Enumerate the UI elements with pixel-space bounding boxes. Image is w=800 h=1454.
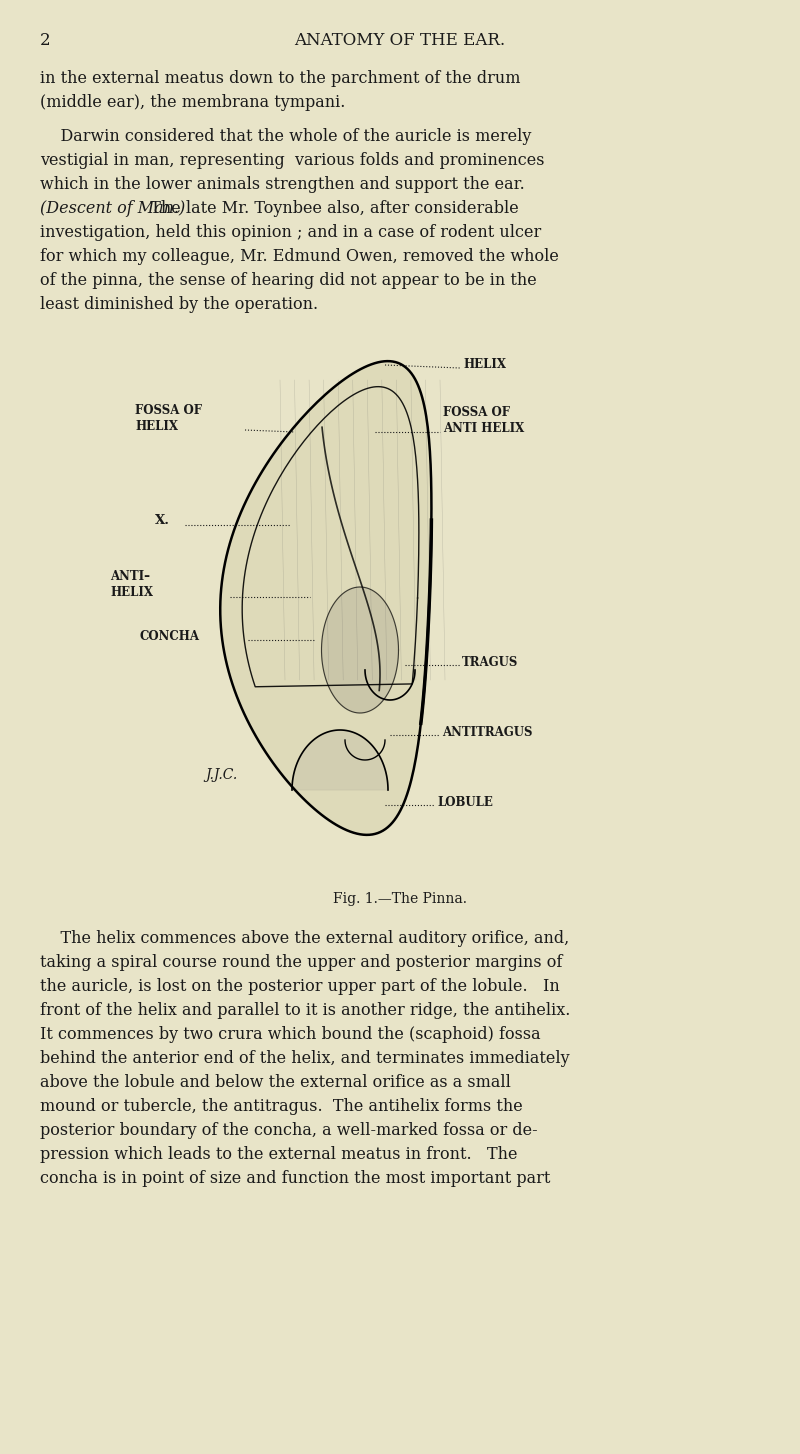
Text: ANATOMY OF THE EAR.: ANATOMY OF THE EAR. xyxy=(294,32,506,49)
Text: LOBULE: LOBULE xyxy=(437,797,493,810)
Text: above the lobule and below the external orifice as a small: above the lobule and below the external … xyxy=(40,1075,511,1090)
Text: (Descent of Man.): (Descent of Man.) xyxy=(40,201,186,217)
Text: of the pinna, the sense of hearing did not appear to be in the: of the pinna, the sense of hearing did n… xyxy=(40,272,537,289)
Text: for which my colleague, Mr. Edmund Owen, removed the whole: for which my colleague, Mr. Edmund Owen,… xyxy=(40,249,559,265)
Text: HELIX: HELIX xyxy=(463,359,506,372)
Text: pression which leads to the external meatus in front.   The: pression which leads to the external mea… xyxy=(40,1146,518,1163)
Text: least diminished by the operation.: least diminished by the operation. xyxy=(40,297,318,313)
Text: the auricle, is lost on the posterior upper part of the lobule.   In: the auricle, is lost on the posterior up… xyxy=(40,979,560,995)
Text: taking a spiral course round the upper and posterior margins of: taking a spiral course round the upper a… xyxy=(40,954,562,971)
Text: J.J.C.: J.J.C. xyxy=(205,768,238,782)
Text: Fig. 1.—The Pinna.: Fig. 1.—The Pinna. xyxy=(333,891,467,906)
Polygon shape xyxy=(292,730,388,790)
Text: Darwin considered that the whole of the auricle is merely: Darwin considered that the whole of the … xyxy=(40,128,531,145)
Text: front of the helix and parallel to it is another ridge, the antihelix.: front of the helix and parallel to it is… xyxy=(40,1002,570,1019)
Text: CONCHA: CONCHA xyxy=(140,631,200,644)
Text: which in the lower animals strengthen and support the ear.: which in the lower animals strengthen an… xyxy=(40,176,525,193)
Text: 2: 2 xyxy=(40,32,50,49)
Text: (middle ear), the membrana tympani.: (middle ear), the membrana tympani. xyxy=(40,95,346,111)
Text: concha is in point of size and function the most important part: concha is in point of size and function … xyxy=(40,1170,550,1186)
Polygon shape xyxy=(220,361,431,835)
Text: ANTI–
HELIX: ANTI– HELIX xyxy=(110,570,153,599)
Text: posterior boundary of the concha, a well-marked fossa or de-: posterior boundary of the concha, a well… xyxy=(40,1122,538,1138)
Text: FOSSA OF
ANTI HELIX: FOSSA OF ANTI HELIX xyxy=(443,406,524,435)
Text: investigation, held this opinion ; and in a case of rodent ulcer: investigation, held this opinion ; and i… xyxy=(40,224,542,241)
Text: vestigial in man, representing  various folds and prominences: vestigial in man, representing various f… xyxy=(40,153,545,169)
Text: The late Mr. Toynbee also, after considerable: The late Mr. Toynbee also, after conside… xyxy=(140,201,518,217)
Text: behind the anterior end of the helix, and terminates immediately: behind the anterior end of the helix, an… xyxy=(40,1050,570,1067)
Polygon shape xyxy=(322,587,398,712)
Text: mound or tubercle, the antitragus.  The antihelix forms the: mound or tubercle, the antitragus. The a… xyxy=(40,1098,522,1115)
Text: FOSSA OF
HELIX: FOSSA OF HELIX xyxy=(135,404,202,432)
Text: X.: X. xyxy=(155,513,170,526)
Text: in the external meatus down to the parchment of the drum: in the external meatus down to the parch… xyxy=(40,70,521,87)
Text: The helix commences above the external auditory orifice, and,: The helix commences above the external a… xyxy=(40,931,570,947)
Text: TRAGUS: TRAGUS xyxy=(462,657,518,669)
Text: It commences by two crura which bound the (scaphoid) fossa: It commences by two crura which bound th… xyxy=(40,1027,541,1043)
Text: ANTITRAGUS: ANTITRAGUS xyxy=(442,726,533,739)
